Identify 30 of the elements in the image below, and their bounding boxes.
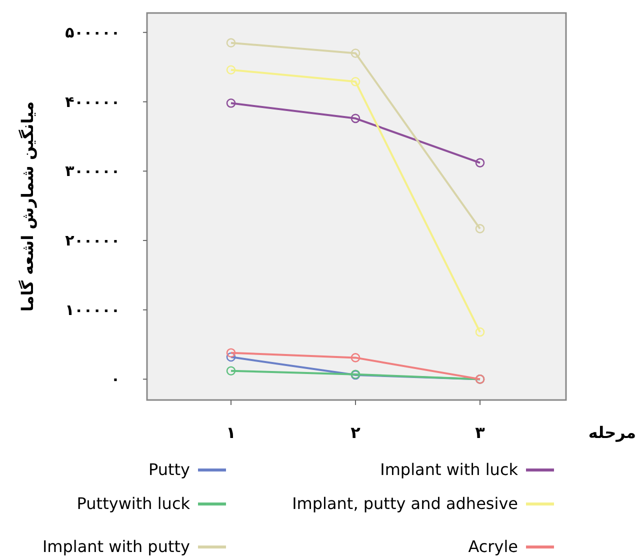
y-tick-label: ۴۰۰۰۰۰	[65, 92, 120, 111]
point	[226, 366, 236, 376]
y-tick-label: ۱۰۰۰۰۰	[65, 300, 120, 319]
point	[350, 114, 360, 124]
y-tick-label: ۳۰۰۰۰۰	[65, 162, 120, 180]
x-tick-label: ۳	[475, 423, 486, 442]
point	[350, 77, 360, 86]
legend-label: Implant, putty and adhesive	[292, 494, 518, 513]
point	[350, 353, 360, 362]
point	[475, 158, 485, 168]
y-tick-label: ۲۰۰۰۰۰	[65, 231, 120, 250]
point	[226, 38, 236, 48]
legend-label: Acryle	[468, 537, 518, 556]
x-tick-label: ۱	[226, 423, 236, 442]
point	[226, 65, 236, 75]
y-tick-label: ۵۰۰۰۰۰	[65, 23, 120, 42]
y-tick-label: ۰	[110, 370, 120, 388]
x-axis-title: مرحله	[588, 423, 636, 442]
point	[226, 348, 236, 358]
y-axis-title: میانگین شمارش اشعه گاما	[18, 101, 37, 312]
point	[475, 224, 485, 234]
point	[226, 352, 236, 362]
point	[350, 48, 360, 58]
legend-label: Implant with putty	[42, 537, 190, 556]
point	[226, 98, 236, 108]
legend-label: Putty	[148, 460, 190, 479]
legend-label: Puttywith luck	[76, 494, 191, 513]
legend-label: Implant with luck	[380, 460, 519, 479]
x-tick-label: ۲	[350, 423, 361, 442]
point	[475, 327, 485, 337]
